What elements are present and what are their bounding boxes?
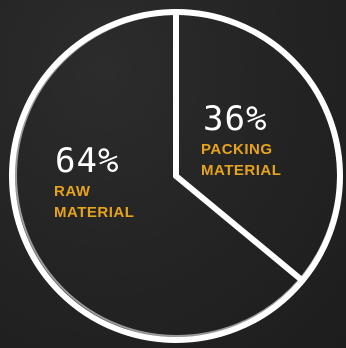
category-label-packing-line2: MATERIAL bbox=[201, 162, 281, 179]
category-label-raw-line2: MATERIAL bbox=[54, 204, 134, 221]
pie-labels: 64% RAW MATERIAL 36% PACKING MATERIAL bbox=[54, 99, 281, 221]
slice-label-packing-material: 36% PACKING MATERIAL bbox=[201, 99, 281, 179]
value-label-packing-material: 36% bbox=[203, 99, 267, 139]
slice-divider-2 bbox=[173, 173, 306, 284]
category-label-raw-line1: RAW bbox=[54, 183, 91, 200]
pie-slices bbox=[173, 9, 306, 284]
slice-label-raw-material: 64% RAW MATERIAL bbox=[54, 141, 134, 221]
value-label-raw-material: 64% bbox=[55, 141, 119, 181]
category-label-packing-line1: PACKING bbox=[201, 141, 273, 158]
